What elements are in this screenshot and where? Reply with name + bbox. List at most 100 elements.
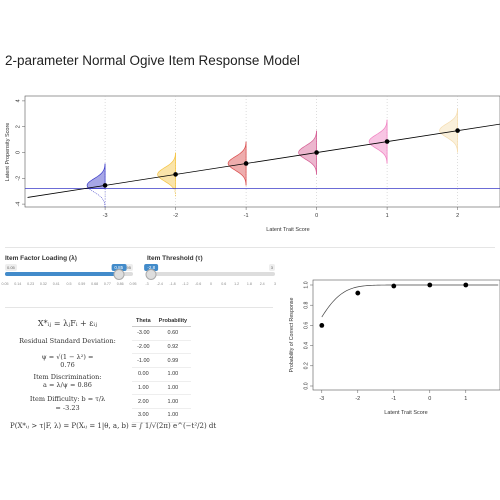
- density-curve: [368, 119, 388, 164]
- slider-tick-label: -1.8: [169, 282, 176, 286]
- loading-slider-handle[interactable]: [113, 269, 125, 280]
- divider: [5, 307, 273, 308]
- slider-tick-label: -2.4: [156, 282, 163, 286]
- plot-frame: [312, 279, 500, 391]
- x-tick-label: -3: [103, 213, 108, 219]
- discrimination-title: Item Discrimination:: [33, 373, 102, 381]
- x-axis-label: Latent Trait Score: [384, 410, 427, 416]
- discrimination-formula: a = λ/ψ = 0.86: [43, 381, 92, 389]
- threshold-slider-track[interactable]: [147, 272, 275, 276]
- threshold-slider[interactable]: Item Threshold (τ) -3 3 -2.8 -3 -2.4 -1.8 -…: [144, 255, 276, 290]
- slider-tick-label: 0.86: [116, 282, 124, 286]
- table-header-theta: Theta: [132, 316, 155, 327]
- x-axis-label: Latent Trait Score: [266, 227, 309, 233]
- latent-propensity-plot: -3 -2 -1 0 1 2 4 2 0 -2 -4 Latent Trait Score Latent…: [5, 95, 500, 233]
- probability-cell: 1.00: [154, 394, 192, 410]
- x-tick-label: -1: [244, 213, 249, 219]
- table-row: -2.00 0.92: [132, 340, 192, 355]
- probability-point: [463, 282, 469, 288]
- y-tick-label: 2: [15, 125, 21, 128]
- probability-cell: 1.00: [154, 367, 192, 382]
- slider-tick-label: 0.32: [39, 282, 47, 286]
- threshold-slider-handle[interactable]: [145, 269, 157, 280]
- data-point: [455, 128, 460, 133]
- data-point: [102, 183, 108, 188]
- threshold-value-label: -2.8: [144, 264, 159, 271]
- x-tick-label: -2: [355, 396, 360, 402]
- data-point: [384, 139, 390, 144]
- slider-tick-label: 2.4: [259, 282, 265, 286]
- table-row: 1.00 1.00: [132, 381, 192, 396]
- loading-max-label: 0.95: [121, 264, 133, 271]
- theta-cell: -3.00: [132, 326, 155, 341]
- x-tick-label: 0: [315, 213, 318, 219]
- slider-tick-label: 1.8: [246, 282, 252, 286]
- x-tick-label: -1: [391, 396, 396, 402]
- probability-curve-chart: -3 -2 -1 0 1 0.0 0.2 0.4 0.6 0.8 1.0 Latent Trait S…: [289, 279, 500, 416]
- threshold-max-label: 3: [268, 264, 275, 271]
- theta-cell: 0.00: [132, 367, 155, 382]
- y-tick-label: 1.0: [303, 281, 309, 288]
- residual-formula: ψ = √(1 − λ²) =: [41, 353, 94, 361]
- threshold-slider-label: Item Threshold (τ): [147, 255, 203, 262]
- loading-slider-ticks: 0.05 0.14 0.23 0.32 0.41 0.5 0.59 0.68 0.77 0.86 0…: [1, 282, 137, 290]
- y-tick-label: 4: [15, 99, 21, 102]
- probability-cell: 0.92: [154, 340, 192, 355]
- regression-line: [27, 123, 500, 198]
- slider-tick-label: -0.6: [195, 282, 202, 286]
- table-row: 2.00 1.00: [132, 394, 192, 410]
- slider-tick-label: 1.2: [234, 282, 240, 286]
- theta-cell: 3.00: [132, 408, 155, 423]
- slider-tick-label: 0: [210, 282, 212, 286]
- y-tick-label: 0.2: [303, 362, 309, 369]
- density-curve: [86, 163, 106, 189]
- probability-table: Theta Probability -3.00 0.60 -2.00 0.92 -1…: [132, 316, 192, 423]
- plot-frame: [24, 95, 500, 208]
- probability-cell: 1.00: [154, 408, 192, 423]
- y-tick-label: 0.8: [303, 301, 309, 308]
- loading-slider[interactable]: Item Factor Loading (λ) 0.05 0.95 0.85 0…: [1, 255, 137, 290]
- data-point: [173, 172, 178, 177]
- y-tick-label: 0.6: [303, 322, 309, 329]
- loading-min-label: 0.05: [5, 264, 17, 271]
- y-tick-label: 0.4: [303, 342, 309, 349]
- theta-cell: -1.00: [132, 353, 155, 369]
- slider-tick-label: -1.2: [182, 282, 189, 286]
- probability-cell: 1.00: [154, 381, 192, 396]
- x-tick-label: -3: [319, 396, 324, 402]
- x-tick-label: -2: [173, 213, 178, 219]
- data-point: [314, 150, 319, 155]
- slider-tick-label: 0.5: [66, 282, 72, 286]
- data-point: [243, 161, 249, 166]
- theta-cell: -2.00: [132, 340, 155, 355]
- divider: [5, 247, 495, 248]
- y-tick-label: 0: [15, 151, 21, 154]
- probability-cell: 0.60: [154, 326, 192, 341]
- slider-tick-label: 0.59: [78, 282, 86, 286]
- probability-point: [391, 283, 397, 289]
- y-tick-label: -4: [15, 202, 21, 207]
- table-row: -3.00 0.60: [132, 326, 192, 341]
- residual-title: Residual Standard Deviation:: [19, 337, 116, 345]
- threshold-slider-ticks: -3 -2.4 -1.8 -1.2 -0.6 0 0.6 1.2 1.8 2.4 3: [145, 282, 276, 290]
- probability-cell: 0.99: [154, 353, 192, 369]
- probability-point: [319, 323, 325, 328]
- difficulty-value: = -3.23: [55, 404, 80, 412]
- x-tick-label: 1: [464, 396, 467, 402]
- residual-value: 0.76: [60, 361, 75, 369]
- slider-tick-label: 0.6: [221, 282, 227, 286]
- x-tick-label: 0: [428, 396, 431, 402]
- slider-tick-label: 0.05: [1, 282, 9, 286]
- y-axis-label: Probability of Correct Response: [289, 298, 295, 373]
- slider-tick-label: 0.23: [27, 282, 35, 286]
- slider-tick-label: 0.68: [91, 282, 99, 286]
- table-header-probability: Probability: [154, 316, 192, 327]
- density-curve: [157, 152, 176, 189]
- slider-tick-label: 0.41: [52, 282, 60, 286]
- slider-tick-label: 0.77: [103, 282, 111, 286]
- density-tail: [89, 188, 106, 208]
- slider-tick-label: 0.14: [14, 282, 22, 286]
- y-tick-label: -2: [15, 176, 21, 181]
- table-row: -1.00 0.99: [132, 353, 192, 369]
- slider-tick-label: 3: [274, 282, 276, 286]
